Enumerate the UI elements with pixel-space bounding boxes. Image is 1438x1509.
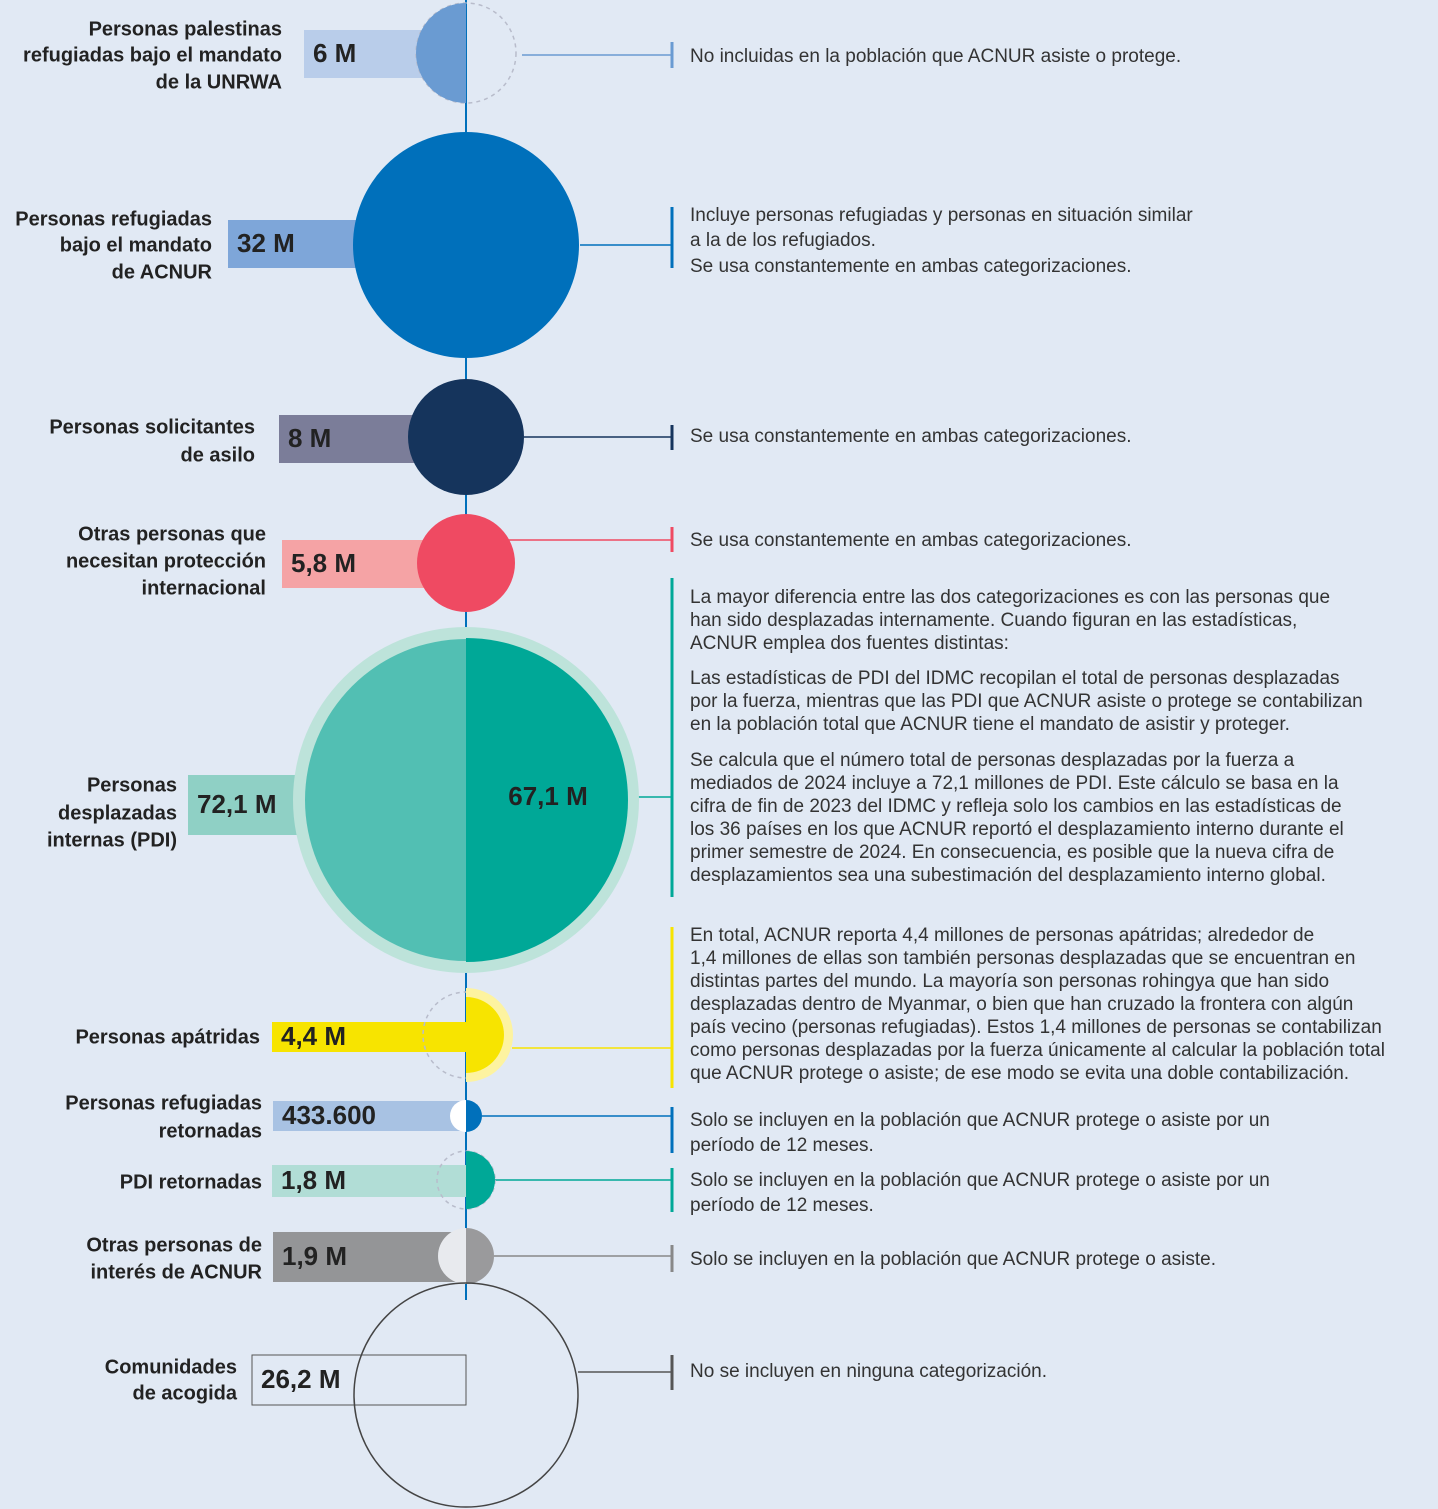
value-bar (273, 1101, 466, 1131)
label: de asilo (181, 444, 255, 466)
label: Personas (87, 774, 177, 796)
half-circle (438, 1228, 466, 1284)
value: 1,9 M (282, 1241, 347, 1271)
value: 4,4 M (281, 1021, 346, 1051)
half-circle (466, 1228, 494, 1284)
description: período de 12 meses. (690, 1135, 874, 1156)
description: ACNUR emplea dos fuentes distintas: (690, 633, 1009, 654)
description: que ACNUR protege o asiste; de ese modo … (690, 1063, 1349, 1084)
description: período de 12 meses. (690, 1195, 874, 1216)
value: 6 M (313, 38, 356, 68)
description: Se usa constantemente en ambas categoriz… (690, 426, 1132, 447)
label: desplazadas (58, 802, 177, 824)
description: Solo se incluyen en la población que ACN… (690, 1170, 1270, 1191)
label: retornadas (159, 1120, 262, 1142)
description: La mayor diferencia entre las dos catego… (690, 587, 1330, 608)
label: Comunidades (105, 1356, 237, 1378)
value: 8 M (288, 423, 331, 453)
circle (417, 514, 515, 612)
half-circle (466, 1100, 482, 1132)
description: Las estadísticas de PDI del IDMC recopil… (690, 668, 1340, 689)
label: interés de ACNUR (90, 1261, 262, 1283)
value: 26,2 M (261, 1364, 341, 1394)
description: En total, ACNUR reporta 4,4 millones de … (690, 925, 1314, 946)
circle (408, 379, 524, 495)
label: PDI retornadas (120, 1171, 262, 1193)
inner-value: 67,1 M (508, 781, 588, 811)
label: de la UNRWA (156, 71, 282, 93)
label: de acogida (133, 1382, 238, 1404)
description: desplazadas dentro de Myanmar, o bien qu… (690, 994, 1353, 1015)
description: Se usa constantemente en ambas categoriz… (690, 256, 1132, 277)
label: refugiadas bajo el mandato (23, 44, 282, 66)
circle (353, 1282, 579, 1508)
label: necesitan protección (66, 550, 266, 572)
half-circle (466, 1151, 495, 1209)
description: cifra de fin de 2023 del IDMC y refleja … (690, 796, 1342, 817)
description: No incluidas en la población que ACNUR a… (690, 46, 1181, 67)
description: No se incluyen en ninguna categorización… (690, 1361, 1047, 1382)
description: Incluye personas refugiadas y personas e… (690, 205, 1193, 226)
value: 32 M (237, 228, 295, 258)
description: por la fuerza, mientras que las PDI que … (690, 691, 1363, 712)
label: de ACNUR (112, 261, 213, 283)
description: como personas desplazadas por la fuerza … (690, 1040, 1385, 1061)
label: Otras personas que (78, 523, 266, 545)
description: desplazamientos sea una subestimación de… (690, 865, 1326, 886)
description: mediados de 2024 incluye a 72,1 millones… (690, 773, 1339, 794)
half-circle (450, 1100, 466, 1132)
label: Otras personas de (86, 1234, 262, 1256)
label: bajo el mandato (60, 234, 212, 256)
description: país vecino (personas refugiadas). Estos… (690, 1017, 1382, 1038)
label: Personas refugiadas (15, 208, 212, 230)
half-circle (466, 638, 628, 962)
description: Se calcula que el número total de person… (690, 750, 1295, 771)
half-circle (305, 639, 466, 961)
description: en la población total que ACNUR tiene el… (690, 714, 1290, 735)
description: los 36 países en los que ACNUR reportó e… (690, 819, 1344, 840)
value-bar (272, 1165, 466, 1197)
label: Personas apátridas (75, 1026, 260, 1048)
description: Solo se incluyen en la población que ACN… (690, 1110, 1270, 1131)
value: 1,8 M (281, 1165, 346, 1195)
value: 72,1 M (197, 789, 277, 819)
value-bar (272, 1022, 466, 1052)
description: distintas partes del mundo. La mayoría s… (690, 971, 1329, 992)
description: Solo se incluyen en la población que ACN… (690, 1249, 1216, 1270)
description: 1,4 millones de ellas son también person… (690, 948, 1355, 969)
half-circle (466, 997, 504, 1073)
description: primer semestre de 2024. En consecuencia… (690, 842, 1334, 863)
value-bar (273, 1232, 466, 1282)
description: Se usa constantemente en ambas categoriz… (690, 530, 1132, 551)
circle (353, 132, 579, 358)
label: Personas refugiadas (65, 1092, 262, 1114)
label: internacional (142, 577, 266, 599)
label: Personas palestinas (89, 18, 282, 40)
value-bar (251, 1354, 467, 1406)
label: Personas solicitantes (49, 416, 255, 438)
value: 433.600 (282, 1100, 376, 1130)
description: han sido desplazadas internamente. Cuand… (690, 610, 1297, 631)
label: internas (PDI) (47, 829, 177, 851)
description: a la de los refugiados. (690, 230, 876, 251)
value: 5,8 M (291, 548, 356, 578)
half-circle (416, 3, 466, 103)
